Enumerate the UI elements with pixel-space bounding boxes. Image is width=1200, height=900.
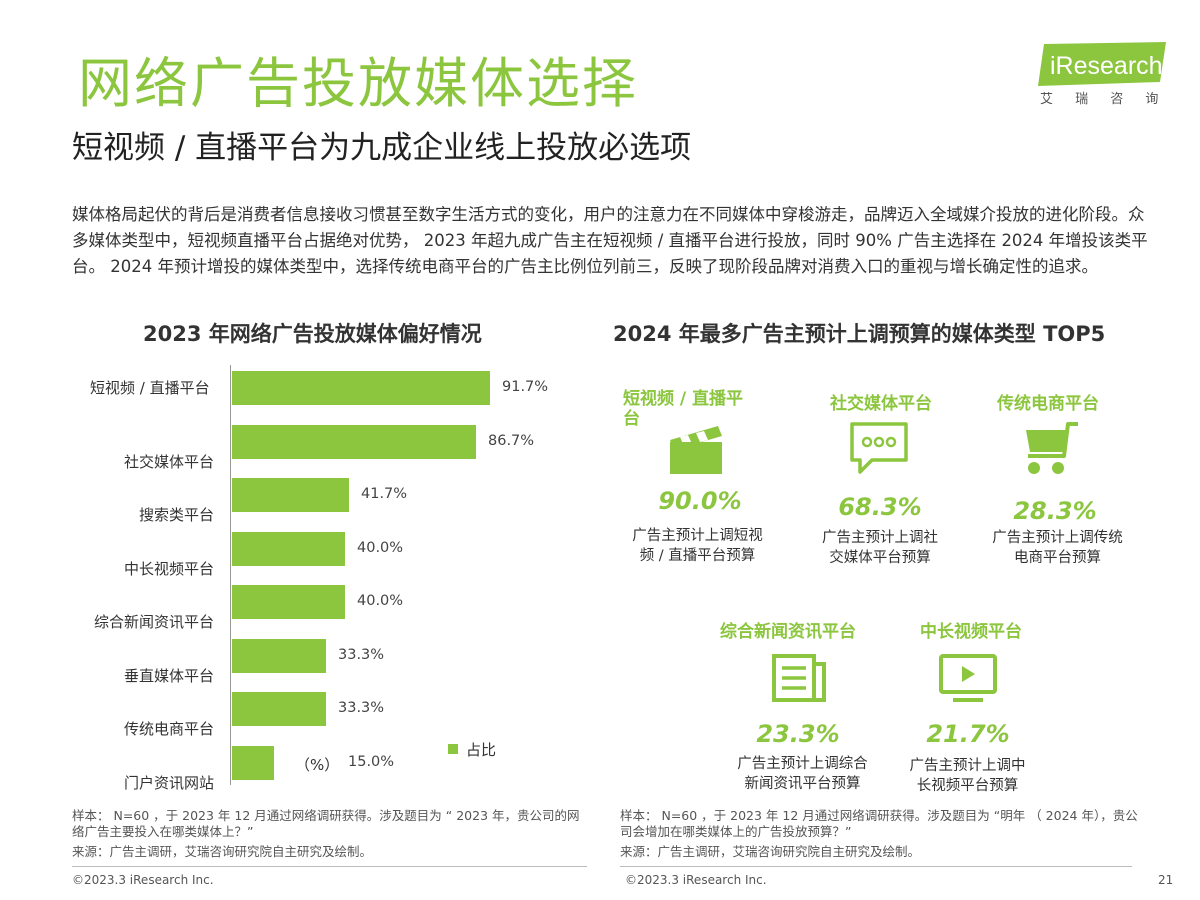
top5-item-pct: 23.3% (756, 720, 840, 748)
top5-item-desc: 广告主预计上调社 交媒体平台预算 (800, 528, 960, 568)
category-label: 综合新闻资讯平台 (93, 613, 214, 631)
logo-mark: iResearch (1038, 42, 1166, 86)
desc-line: 电商平台预算 (1014, 550, 1101, 566)
bar-value-label: 40.0% (357, 593, 404, 609)
bar (232, 478, 349, 512)
desc-line: 长视频平台预算 (916, 778, 1019, 794)
top5-item-desc: 广告主预计上调短视 频 / 直播平台预算 (610, 526, 785, 566)
bar-value-label: 86.7% (488, 432, 535, 449)
news-icon (772, 654, 826, 702)
right-divider (620, 866, 1132, 867)
bar-chart-title: 2023 年网络广告投放媒体偏好情况 (143, 322, 482, 346)
category-label: 门户资讯网站 (123, 773, 214, 792)
top5-item-pct: 68.3% (838, 493, 922, 521)
category-label: 社交媒体平台 (123, 452, 214, 471)
category-label: 垂直媒体平台 (123, 666, 214, 685)
chart-axis-line (230, 365, 231, 785)
category-label: 短视频 / 直播平台 (90, 379, 210, 397)
bar-value-label: 91.7% (502, 379, 549, 395)
logo-cn-text: 艾 瑞 咨 询 (1040, 92, 1168, 107)
bar (232, 585, 345, 619)
top5-item-name: 短视频 / 直播平台 (623, 389, 744, 429)
top5-item-name: 传统电商平台 (997, 394, 1099, 414)
bar-value-label: 33.3% (338, 646, 385, 663)
desc-line: 广告主预计上调中 (909, 758, 1026, 774)
desc-line: 广告主预计上调传统 (992, 530, 1123, 546)
left-source-note: 来源：广告主调研，艾瑞咨询研究院自主研究及绘制。 (72, 844, 373, 859)
left-sample-note: 样本： N=60 ，于 2023 年 12 月通过网络调研获得。涉及题目为 “ … (72, 808, 580, 839)
desc-line: 新闻资讯平台预算 (744, 776, 861, 792)
top5-item-pct: 90.0% (658, 487, 742, 515)
bar (232, 638, 326, 673)
desc-line: 广告主预计上调短视 (632, 528, 763, 544)
top5-title: 2024 年最多广告主预计上调预算的媒体类型 TOP5 (613, 322, 1106, 346)
legend-label: 占比 (466, 741, 497, 759)
legend-swatch (448, 744, 458, 754)
category-label: 中长视频平台 (123, 559, 214, 578)
desc-line: 广告主预计上调综合 (737, 756, 868, 772)
page-subtitle: 短视频 / 直播平台为九成企业线上投放必选项 (72, 130, 692, 166)
desc-line: 频 / 直播平台预算 (639, 548, 756, 564)
copyright-right: ©2023.3 iResearch Inc. (625, 873, 767, 887)
logo-brand-text: iResearch (1050, 52, 1163, 80)
chat-bubble-icon (850, 422, 908, 474)
video-play-icon (939, 654, 997, 702)
top5-item-name: 社交媒体平台 (830, 394, 932, 414)
left-divider (72, 866, 587, 867)
unit-label: （%） (295, 756, 340, 774)
iresearch-logo: iResearch 艾 瑞 咨 询 (1030, 42, 1170, 107)
category-label: 搜索类平台 (138, 506, 214, 524)
page-title: 网络广告投放媒体选择 (78, 52, 638, 115)
desc-line: 广告主预计上调社 (822, 530, 938, 546)
top5-item-desc: 广告主预计上调中 长视频平台预算 (895, 756, 1040, 796)
bar (232, 531, 345, 566)
bar (232, 371, 490, 405)
shopping-cart-icon (1026, 422, 1078, 474)
bar (232, 424, 476, 459)
bar-value-label: 33.3% (338, 700, 385, 716)
right-sample-note: 样本： N=60 ，于 2023 年 12 月通过网络调研获得。涉及题目为 “明… (620, 808, 1138, 839)
page-number: 21 (1158, 873, 1174, 887)
category-label: 传统电商平台 (123, 720, 214, 738)
top5-item-desc: 广告主预计上调综合 新闻资讯平台预算 (715, 754, 890, 794)
right-source-note: 来源：广告主调研，艾瑞咨询研究院自主研究及绘制。 (620, 844, 921, 859)
bar (232, 692, 326, 726)
top5-item-pct: 28.3% (1013, 497, 1097, 525)
top5-item-name: 综合新闻资讯平台 (720, 622, 856, 642)
clapperboard-icon (670, 426, 722, 474)
bar-value-label: 15.0% (348, 753, 395, 770)
bar-value-label: 40.0% (357, 539, 404, 556)
intro-paragraph: 媒体格局起伏的背后是消费者信息接收习惯甚至数字生活方式的变化，用户的注意力在不同… (72, 205, 1148, 276)
desc-line: 交媒体平台预算 (829, 550, 931, 566)
top5-item-desc: 广告主预计上调传统 电商平台预算 (970, 528, 1145, 568)
bar-value-label: 41.7% (361, 486, 408, 502)
bar (232, 745, 274, 780)
top5-item-pct: 21.7% (926, 720, 1010, 748)
top5-item-name: 中长视频平台 (920, 622, 1022, 642)
copyright-left: ©2023.3 iResearch Inc. (72, 873, 214, 887)
